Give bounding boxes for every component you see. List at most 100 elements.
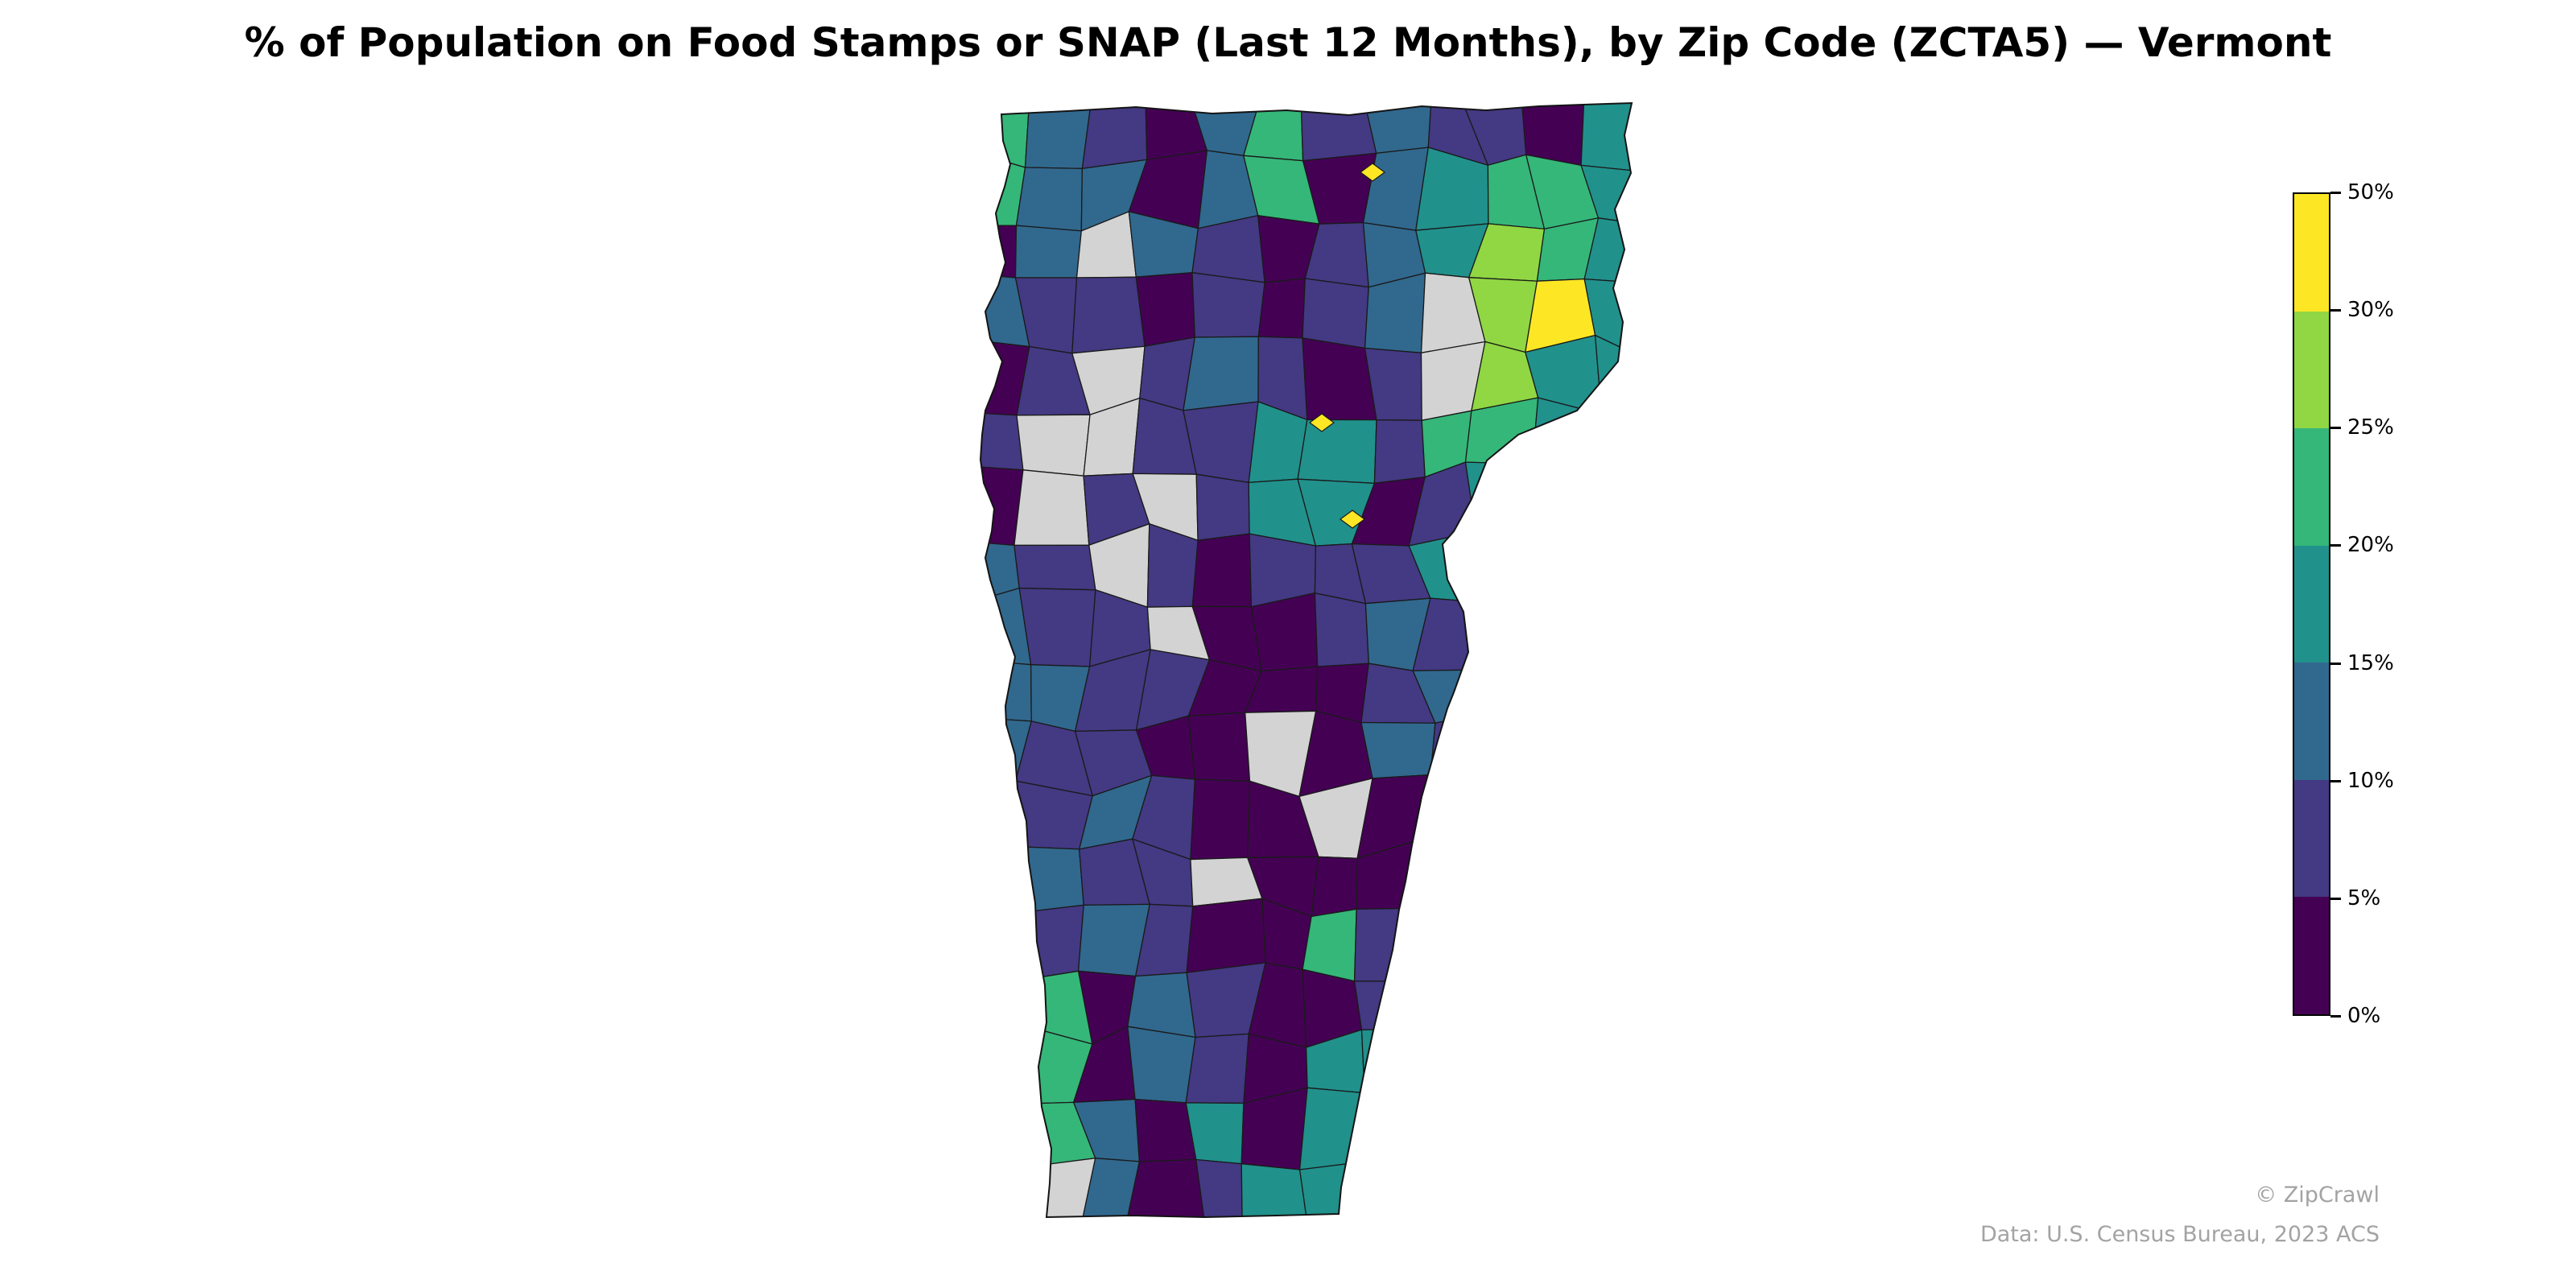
zcta-region [1538,778,1587,857]
zcta-region [1314,592,1369,667]
zcta-region [1353,907,1426,982]
zcta-region [1145,103,1208,161]
zcta-region [1300,103,1377,162]
zcta-region [1472,713,1544,781]
zcta-region [1528,1158,1604,1217]
zcta-region [1595,966,1632,1030]
attribution: © ZipCrawl Data: U.S. Census Bureau, 202… [1980,1175,2380,1254]
zcta-region [1537,535,1583,610]
zcta-region [1580,164,1632,227]
colorbar-tick-mark [2330,662,2341,665]
colorbar-bin-25-30% [2294,311,2329,429]
zcta-region [1594,334,1632,419]
zcta-region [1579,854,1632,919]
colorbar-tick-label: 30% [2347,298,2394,323]
zcta-region [1421,1028,1488,1094]
colorbar-bin-10-15% [2294,663,2329,780]
colorbar-tick-mark [2330,897,2341,900]
zcta-region [1195,473,1250,542]
colorbar-bin-0-5% [2294,897,2329,1014]
colorbar-tick-mark [2330,309,2341,312]
colorbar-tick-mark [2330,779,2341,782]
data-source-text: Data: U.S. Census Bureau, 2023 ACS [1979,1222,2380,1247]
zcta-region [1484,1152,1543,1217]
zcta-region [980,967,1019,1029]
zcta-region [1135,271,1195,347]
watermark-text: © ZipCrawl [2255,1183,2380,1208]
zcta-region [1530,1028,1598,1108]
zcta-cells [980,103,1632,1217]
colorbar-tick-label: 50% [2347,180,2394,204]
zcta-region [1257,278,1306,339]
zcta-region [1467,602,1539,671]
zcta-region [1298,1087,1368,1170]
zcta-region [1531,397,1603,465]
chart-title: % of Population on Food Stamps or SNAP (… [244,19,2332,66]
colorbar-gradient [2293,192,2330,1016]
zcta-region [1534,842,1584,921]
zcta-region [1579,906,1632,983]
zcta-region [1018,587,1096,667]
zcta-region [1185,1033,1249,1104]
zcta-region [1411,906,1484,982]
zcta-region [1421,1092,1489,1158]
zcta-region [1311,856,1358,918]
colorbar-tick-mark [2330,1015,2341,1018]
vermont-choropleth-map [979,101,1633,1219]
zcta-region [1071,276,1146,354]
colorbar-bin-5-10% [2294,779,2329,898]
zcta-region [1353,980,1431,1030]
colorbar-tick-label: 15% [2347,650,2394,675]
colorbar-tick-label: 5% [2347,886,2381,910]
colorbar-tick-mark [2330,544,2341,547]
zcta-region [1528,906,1597,985]
colorbar-tick-label: 25% [2347,415,2394,440]
zcta-region [980,225,1018,279]
zcta-region [1580,103,1632,172]
zcta-region [1587,413,1632,464]
zcta-region [1603,1154,1632,1217]
zcta-region [1583,710,1632,794]
zcta-region [1297,419,1377,484]
zcta-region [1014,225,1083,279]
zcta-region [980,845,1020,916]
zcta-region [1583,217,1632,285]
zcta-region [1373,419,1426,485]
zcta-region [980,1022,1018,1108]
zcta-region [980,780,1017,861]
colorbar-bin-20-25% [2294,428,2329,546]
zcta-region [1528,981,1598,1049]
zcta-region [1250,592,1319,672]
zcta-region [1467,659,1535,734]
zcta-region [1183,336,1259,411]
zcta-region [980,659,1032,722]
zcta-region [1524,606,1590,662]
high-value-sliver [1339,510,1366,529]
zcta-region [1414,1152,1489,1217]
zcta-region [1430,713,1476,776]
colorbar: 50% 30% 25% 20% 15% 10% 5% 0% [2293,180,2534,1028]
colorbar-tick-label: 20% [2347,533,2394,558]
zcta-region [1530,1105,1605,1162]
zcta-region [1187,712,1251,782]
colorbar-bin-15-20% [2294,545,2329,663]
zcta-region [1586,1027,1632,1108]
zcta-region [1195,1158,1243,1217]
zcta-region [980,411,1024,471]
zcta-region [1531,463,1588,547]
colorbar-tick-mark [2330,427,2341,430]
zcta-region [1302,908,1357,982]
zcta-region [1242,103,1304,162]
zcta-region [1364,1092,1430,1162]
zcta-region [1016,414,1091,477]
zcta-region [1586,1105,1632,1160]
zcta-region [1127,1026,1196,1104]
colorbar-tick-label: 10% [2347,768,2394,793]
zcta-region [1472,1031,1542,1108]
zcta-region [1468,968,1542,1049]
high-value-sliver [1359,163,1386,182]
zcta-region [1583,656,1632,732]
zcta-region [1024,103,1094,170]
zcta-region [1013,544,1096,591]
